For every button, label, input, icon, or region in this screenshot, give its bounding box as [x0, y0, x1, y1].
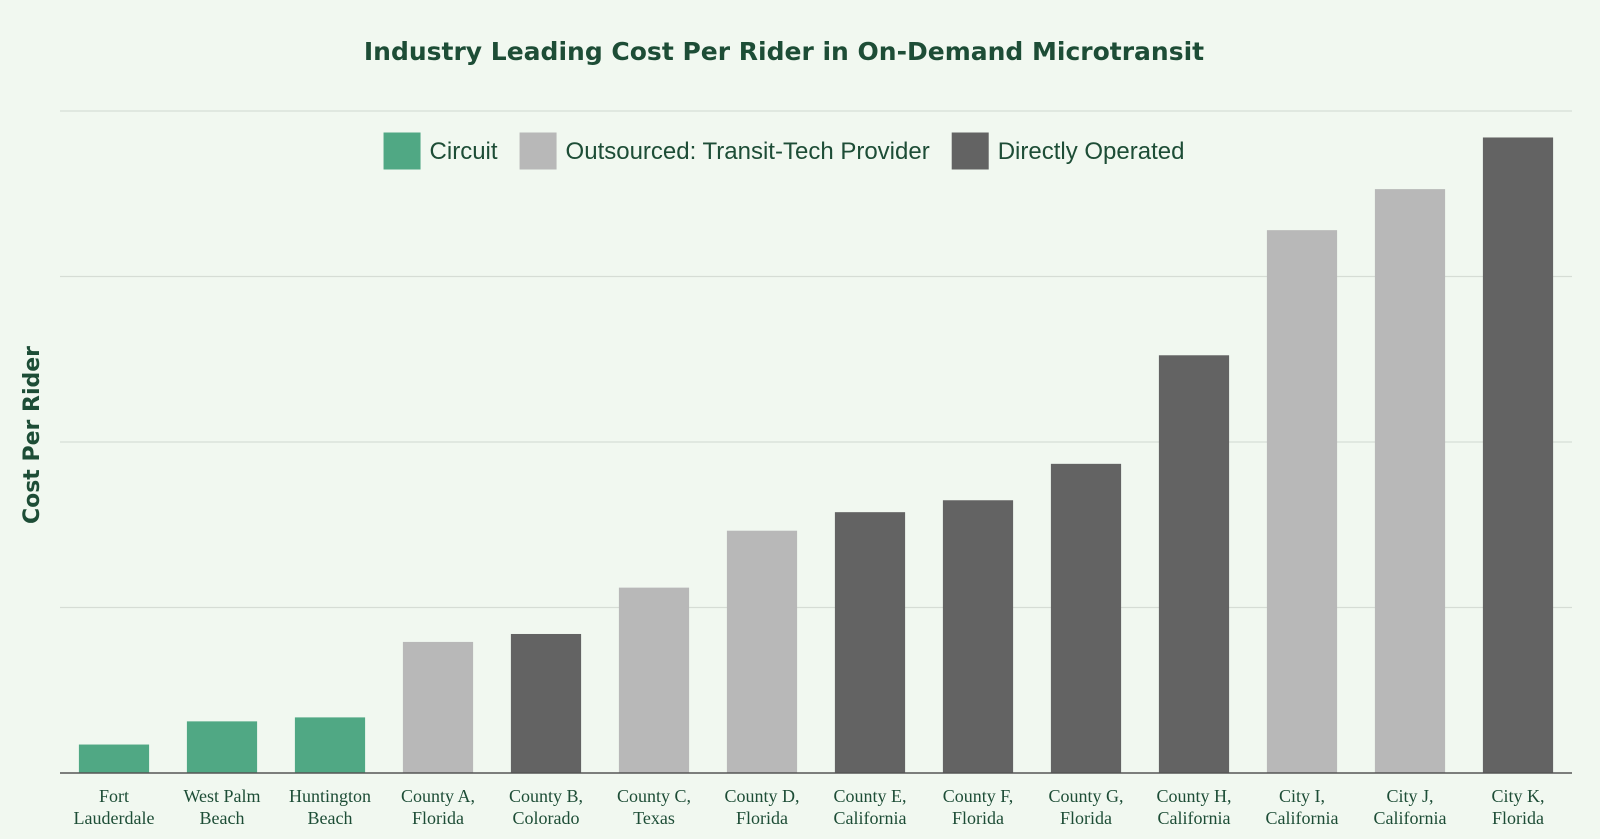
bar — [510, 633, 582, 773]
bar — [942, 500, 1014, 773]
x-tick-label: City J, California — [1374, 786, 1447, 828]
bar — [1374, 189, 1446, 774]
x-tick-label: West Palm Beach — [183, 786, 260, 828]
x-tick-label: County F, Florida — [943, 786, 1014, 828]
bar — [834, 512, 906, 773]
x-tick-label: County E, California — [833, 786, 906, 828]
legend-label: Directly Operated — [998, 138, 1185, 165]
legend-swatch — [383, 132, 421, 170]
bars — [78, 137, 1554, 774]
bar — [294, 717, 366, 773]
legend: Circuit Outsourced: Transit-Tech Provider… — [383, 132, 1185, 170]
x-tick-label: Fort Lauderdale — [74, 786, 155, 828]
bar — [186, 721, 258, 773]
bar — [1266, 230, 1338, 773]
bar — [618, 587, 690, 773]
bar — [1482, 137, 1554, 774]
x-tick-label: County C, Texas — [617, 786, 691, 828]
x-tick-label: County G, Florida — [1048, 786, 1123, 828]
y-axis-label: Cost Per Rider — [20, 346, 45, 524]
gridlines — [60, 110, 1572, 609]
x-tick-label: City K, Florida — [1491, 786, 1544, 828]
legend-swatch — [519, 132, 557, 170]
bar — [78, 744, 150, 773]
bar — [726, 530, 798, 773]
x-tick-label: City I, California — [1266, 786, 1339, 828]
x-tick-label: County H, California — [1156, 786, 1231, 828]
legend-label: Outsourced: Transit-Tech Provider — [566, 138, 930, 165]
legend-swatch — [951, 132, 989, 170]
x-tick-labels: Fort Lauderdale West Palm Beach Huntington Be… — [74, 786, 1545, 828]
bar — [402, 641, 474, 773]
x-tick-label: County B, Colorado — [509, 786, 583, 828]
bar — [1158, 355, 1230, 773]
x-tick-label: Huntington Beach — [289, 786, 371, 828]
chart-title: Industry Leading Cost Per Rider in On-De… — [364, 37, 1204, 66]
legend-label: Circuit — [430, 138, 498, 165]
x-tick-label: County A, Florida — [401, 786, 475, 828]
bar — [1050, 463, 1122, 773]
x-tick-label: County D, Florida — [724, 786, 799, 828]
